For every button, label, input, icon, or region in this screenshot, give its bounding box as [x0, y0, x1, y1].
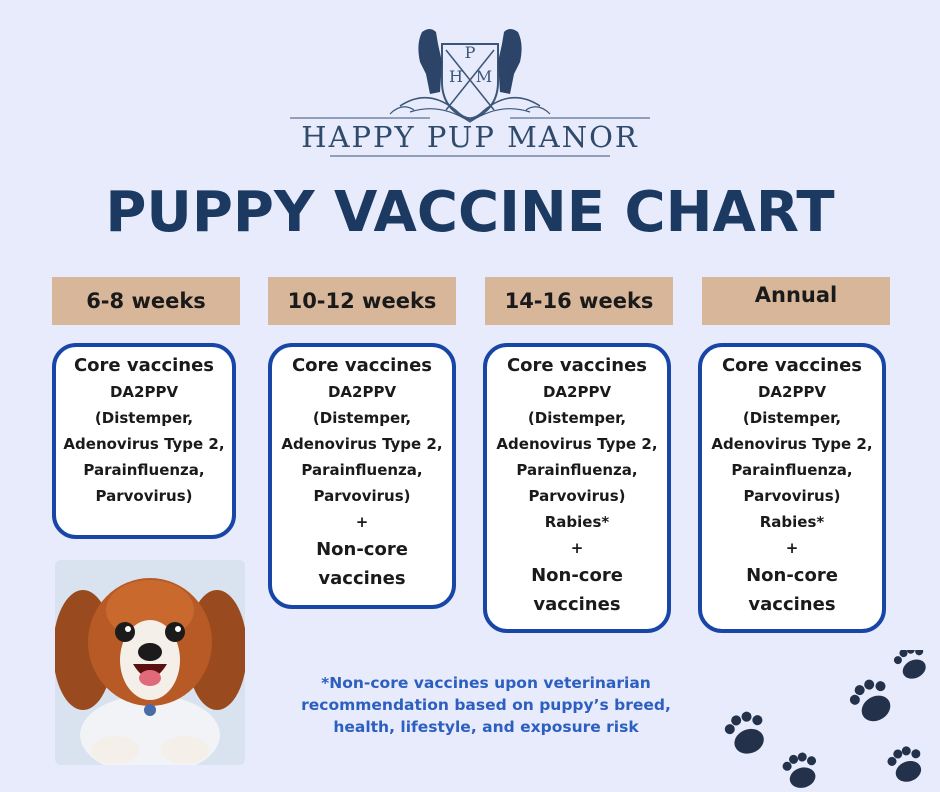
noncore-label: Non-core — [316, 539, 408, 560]
vaccine-card-10-12-weeks: Core vaccines DA2PPV (Distemper, Adenovi… — [268, 343, 456, 609]
crest-icon: P H M — [290, 29, 650, 157]
vaccine-line: (Distemper, — [527, 409, 627, 427]
noncore-label: vaccines — [748, 594, 836, 615]
noncore-label: vaccines — [533, 594, 621, 615]
logo: P H M — [290, 22, 650, 162]
vaccine-card-annual: Core vaccines DA2PPV (Distemper, Adenovi… — [698, 343, 886, 633]
vaccine-line: (Distemper, — [742, 409, 842, 427]
vaccine-line: Adenovirus Type 2, — [496, 435, 658, 453]
brand-name: HAPPY PUP MANOR — [301, 120, 639, 154]
noncore-label: Non-core — [746, 565, 838, 586]
vaccine-line: Parvovirus) — [95, 487, 193, 505]
plus-sign: + — [355, 513, 369, 531]
core-label: Core vaccines — [291, 355, 433, 376]
header-10-12-weeks: 10-12 weeks — [268, 277, 456, 325]
vaccine-card-6-8-weeks: Core vaccines DA2PPV (Distemper, Adenovi… — [52, 343, 236, 539]
paw-prints-icon — [705, 645, 940, 788]
vaccine-line: DA2PPV — [542, 383, 612, 401]
core-label: Core vaccines — [73, 355, 215, 376]
vaccine-line: Parainfluenza, — [83, 461, 205, 479]
plus-sign: + — [570, 539, 584, 557]
footnote: *Non-core vaccines upon veterinarian rec… — [301, 674, 671, 736]
vaccine-line: Parvovirus) — [743, 487, 841, 505]
noncore-label: Non-core — [531, 565, 623, 586]
vaccine-line: (Distemper, — [312, 409, 412, 427]
vaccine-line: Parvovirus) — [313, 487, 411, 505]
vaccine-line: Adenovirus Type 2, — [711, 435, 873, 453]
vaccine-line: Parainfluenza, — [301, 461, 423, 479]
vaccine-line: DA2PPV — [109, 383, 179, 401]
rabies-line: Rabies* — [759, 513, 825, 531]
vaccine-card-14-16-weeks: Core vaccines DA2PPV (Distemper, Adenovi… — [483, 343, 671, 633]
vaccine-line: DA2PPV — [327, 383, 397, 401]
vaccine-line: Adenovirus Type 2, — [63, 435, 225, 453]
vaccine-line: Parvovirus) — [528, 487, 626, 505]
puppy-illustration — [53, 560, 247, 775]
header-14-16-weeks: 14-16 weeks — [485, 277, 673, 325]
vaccine-line: DA2PPV — [757, 383, 827, 401]
vaccine-line: (Distemper, — [94, 409, 194, 427]
noncore-label: vaccines — [318, 568, 406, 589]
monogram-p: P — [465, 43, 476, 62]
core-label: Core vaccines — [506, 355, 648, 376]
core-label: Core vaccines — [721, 355, 863, 376]
page-title: PUPPY VACCINE CHART — [105, 180, 835, 245]
rabies-line: Rabies* — [544, 513, 610, 531]
monogram-m: M — [476, 67, 492, 86]
header-annual: Annual — [702, 277, 890, 325]
monogram-h: H — [449, 67, 463, 86]
header-6-8-weeks: 6-8 weeks — [52, 277, 240, 325]
vaccine-line: Adenovirus Type 2, — [281, 435, 443, 453]
vaccine-line: Parainfluenza, — [731, 461, 853, 479]
plus-sign: + — [785, 539, 799, 557]
vaccine-line: Parainfluenza, — [516, 461, 638, 479]
